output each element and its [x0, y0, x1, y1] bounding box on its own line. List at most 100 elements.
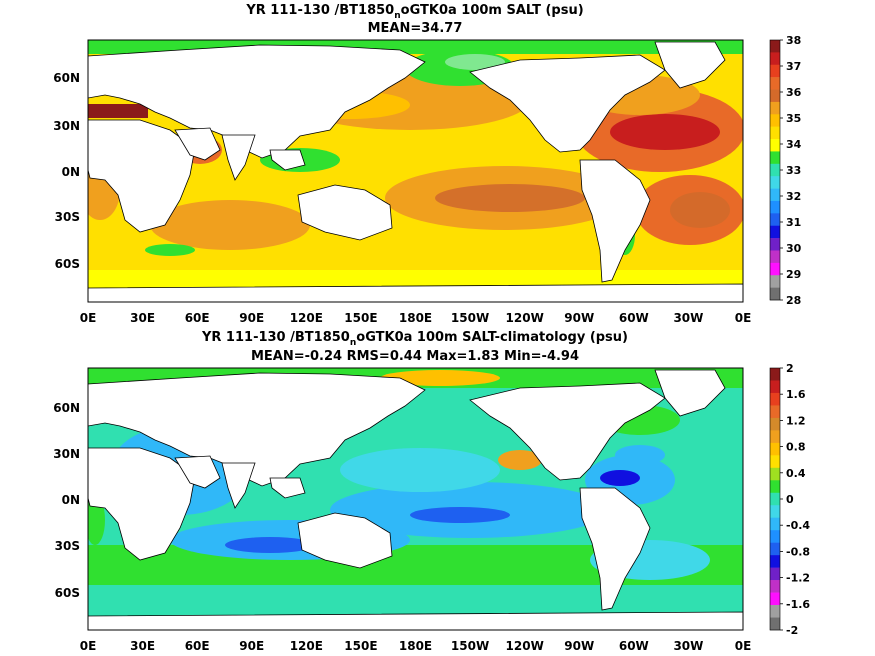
lon-tick: 120E [290, 639, 323, 653]
colorbar-swatch [770, 555, 780, 568]
colorbar-label: 35 [786, 112, 801, 125]
colorbar-swatch [770, 213, 780, 227]
colorbar-swatch [770, 101, 780, 115]
lon-tick: 150W [451, 639, 489, 653]
lat-tick: 0N [62, 165, 80, 179]
top-colorbar: 38 37 36 35 34 33 32 31 30 29 28 [769, 34, 802, 307]
bottom-title-line1: YR 111-130 /BT1850noGTK0a 100m SALT-clim… [201, 330, 628, 348]
lon-tick: 0E [735, 311, 752, 325]
lon-tick: 30W [673, 639, 703, 653]
colorbar-swatch [770, 405, 780, 419]
colorbar-label: 0.4 [786, 467, 806, 480]
lat-tick: 60S [55, 586, 80, 600]
colorbar-label: 31 [786, 216, 801, 229]
colorbar-swatch [770, 580, 780, 593]
top-map [88, 40, 743, 302]
colorbar-swatch [770, 77, 780, 90]
colorbar-label: -2 [786, 624, 798, 637]
colorbar-label: -0.8 [786, 545, 810, 558]
lon-tick: 180E [399, 639, 432, 653]
colorbar-swatch [770, 40, 780, 53]
colorbar-label: -0.4 [786, 519, 810, 532]
top-map-frame [87, 39, 744, 303]
colorbar-swatch [770, 89, 780, 103]
lon-tick: 60E [185, 639, 210, 653]
bottom-title-line2: MEAN=-0.24 RMS=0.44 Max=1.83 Min=-4.94 [251, 349, 579, 364]
lon-tick: 120E [290, 311, 323, 325]
colorbar-swatch [770, 492, 780, 506]
lon-tick: 120W [506, 311, 544, 325]
colorbar-label: 2 [786, 362, 794, 375]
colorbar-swatch [770, 567, 780, 581]
colorbar-swatch [770, 592, 780, 606]
colorbar-swatch [770, 139, 780, 152]
lon-tick: 0E [80, 311, 97, 325]
lon-tick: 60W [619, 311, 649, 325]
colorbar-label: -1.2 [786, 572, 810, 585]
bottom-lon-ticks: 0E 30E 60E 90E 120E 150E 180E 150W 120W 90W 60W 30W… [80, 639, 752, 653]
lon-tick: 90E [239, 639, 264, 653]
colorbar-swatch [770, 605, 780, 618]
colorbar-label: 28 [786, 294, 801, 307]
top-panel: YR 111-130 /BT1850noGTK0a 100m SALT (psu… [53, 3, 801, 325]
colorbar-swatch [770, 530, 780, 543]
bottom-map-frame [87, 367, 744, 631]
colorbar-swatch [770, 505, 780, 519]
colorbar-swatch [770, 250, 780, 264]
colorbar-label: 1.2 [786, 414, 806, 427]
lon-tick: 0E [735, 639, 752, 653]
top-lon-ticks: 0E 30E 60E 90E 120E 150E 180E 150W 120W 90W 60W 30W… [80, 311, 752, 325]
colorbar-swatch [770, 238, 780, 251]
lat-tick: 30S [55, 210, 80, 224]
bottom-lat-ticks: 60N 30N 0N 30S 60S [53, 401, 80, 600]
colorbar-swatch [770, 151, 780, 165]
colorbar-label: 38 [786, 34, 801, 47]
top-title-line1: YR 111-130 /BT1850noGTK0a 100m SALT (psu… [245, 3, 583, 21]
colorbar-swatch [770, 188, 780, 202]
colorbar-label: 29 [786, 268, 801, 281]
lon-tick: 60E [185, 311, 210, 325]
colorbar-label: 34 [786, 138, 802, 151]
lon-tick: 90W [564, 639, 594, 653]
colorbar-swatch [770, 417, 780, 431]
colorbar-swatch [770, 275, 780, 288]
lat-tick: 30N [53, 119, 80, 133]
bottom-map [88, 368, 743, 630]
lon-tick: 60W [619, 639, 649, 653]
colorbar-swatch [770, 517, 780, 531]
colorbar-swatch [770, 262, 780, 276]
bottom-panel: YR 111-130 /BT1850noGTK0a 100m SALT-clim… [53, 330, 810, 653]
colorbar-label: 30 [786, 242, 802, 255]
colorbar-swatch [770, 455, 780, 469]
colorbar-swatch [770, 442, 780, 456]
colorbar-swatch [770, 617, 780, 631]
colorbar-swatch [770, 114, 780, 127]
bottom-colorbar: 2 1.6 1.2 0.8 0.4 0 -0.4 -0.8 -1.2 -1.6 -2 [769, 362, 810, 637]
colorbar-swatch [770, 480, 780, 494]
lat-tick: 30N [53, 447, 80, 461]
lon-tick: 30W [673, 311, 703, 325]
lat-tick: 30S [55, 539, 80, 553]
top-lat-ticks: 60N 30N 0N 30S 60S [53, 71, 80, 271]
colorbar-label: 37 [786, 60, 801, 73]
colorbar-label: 1.6 [786, 388, 806, 401]
colorbar-swatch [770, 542, 780, 556]
lon-tick: 90E [239, 311, 264, 325]
lon-tick: 180E [399, 311, 432, 325]
colorbar-label: 0.8 [786, 441, 806, 454]
lat-tick: 60N [53, 71, 80, 85]
lon-tick: 120W [506, 639, 544, 653]
colorbar-swatch [770, 200, 780, 214]
colorbar-swatch [770, 176, 780, 189]
top-title-line2: MEAN=34.77 [368, 21, 463, 36]
lon-tick: 0E [80, 639, 97, 653]
lon-tick: 150W [451, 311, 489, 325]
lon-tick: 150E [344, 639, 377, 653]
colorbar-swatch [770, 64, 780, 78]
colorbar-swatch [770, 430, 780, 444]
colorbar-swatch [770, 163, 780, 177]
colorbar-label: 0 [786, 493, 794, 506]
colorbar-label: 32 [786, 190, 801, 203]
lat-tick: 0N [62, 493, 80, 507]
